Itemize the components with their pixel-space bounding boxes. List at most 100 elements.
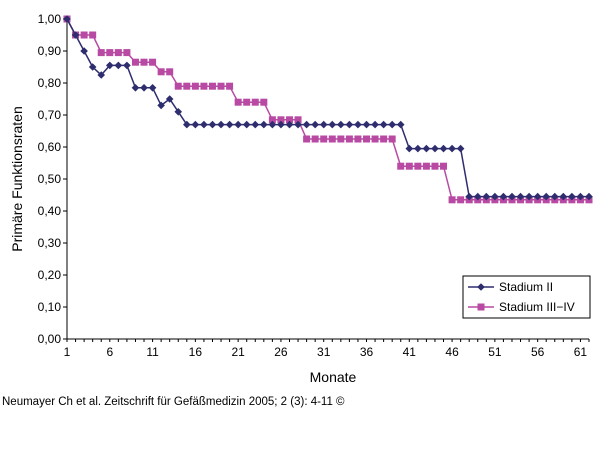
data-point — [105, 61, 114, 70]
legend-label-stadium-iii-iv: Stadium III−IV — [499, 300, 575, 314]
data-point — [106, 49, 114, 57]
x-tick-label: 6 — [106, 345, 113, 359]
data-point — [157, 68, 165, 76]
data-point — [89, 31, 97, 39]
data-point — [285, 116, 293, 124]
data-point — [251, 98, 259, 106]
data-point — [260, 98, 268, 106]
data-point — [576, 192, 585, 201]
data-point — [414, 162, 422, 170]
y-tick-label: 0,30 — [38, 236, 62, 250]
data-point — [260, 120, 268, 129]
data-point — [226, 82, 234, 90]
x-tick-label: 1 — [64, 345, 71, 359]
data-point — [533, 192, 542, 201]
data-point — [88, 63, 97, 71]
data-point — [294, 120, 302, 129]
data-point — [328, 120, 337, 129]
data-point — [448, 196, 456, 204]
data-point — [63, 15, 71, 23]
data-point — [80, 47, 88, 55]
series-line — [66, 18, 589, 201]
data-point — [157, 101, 165, 110]
x-tick-label: 11 — [146, 345, 159, 359]
data-point — [303, 135, 311, 143]
x-tick-label: 51 — [488, 345, 502, 359]
data-point — [354, 135, 362, 143]
x-tick-label: 41 — [403, 345, 417, 359]
data-point — [97, 49, 105, 57]
data-point — [405, 162, 413, 170]
data-point — [337, 135, 345, 143]
data-point — [542, 192, 551, 201]
data-point — [294, 116, 302, 124]
legend-marker-stadium-iii-iv — [477, 303, 485, 311]
x-tick-label: 36 — [360, 345, 374, 359]
y-tick-label: 0,50 — [38, 172, 62, 186]
data-point — [482, 192, 491, 201]
x-tick-label: 26 — [274, 345, 288, 359]
data-point — [345, 135, 353, 143]
data-point — [149, 58, 157, 66]
data-point — [200, 82, 208, 90]
data-point — [208, 82, 216, 90]
data-point — [302, 120, 311, 129]
data-point — [379, 120, 388, 129]
data-point — [388, 120, 396, 129]
x-tick-label: 56 — [531, 345, 545, 359]
data-point — [345, 120, 354, 129]
data-point — [516, 192, 525, 201]
data-point — [71, 31, 80, 39]
data-point — [234, 98, 242, 106]
data-point — [585, 192, 593, 201]
data-point — [242, 120, 251, 129]
data-point — [123, 61, 131, 70]
data-point — [217, 120, 225, 129]
data-point — [123, 49, 131, 57]
source-caption: Neumayer Ch et al. Zeitschrift für Gefäß… — [2, 396, 345, 408]
y-tick-label: 0,20 — [38, 268, 62, 282]
data-point — [183, 82, 191, 90]
series-stadium-iii-iv — [63, 15, 593, 204]
x-tick-label: 21 — [231, 345, 245, 359]
x-axis-title: Monate — [310, 369, 357, 385]
data-point — [114, 61, 123, 70]
data-point — [311, 135, 319, 143]
data-point — [328, 135, 336, 143]
data-point — [371, 135, 379, 143]
data-point — [363, 135, 371, 143]
data-point — [448, 144, 456, 153]
data-point — [183, 120, 191, 129]
y-tick-label: 0,90 — [38, 44, 62, 58]
data-point — [311, 120, 319, 129]
data-point — [440, 162, 448, 170]
data-point — [550, 192, 559, 201]
data-point — [131, 84, 140, 92]
data-point — [319, 120, 328, 129]
data-point — [166, 68, 174, 76]
data-point — [491, 192, 499, 201]
x-tick-label: 61 — [574, 345, 588, 359]
data-point — [422, 162, 430, 170]
legend-marker-stadium-ii — [477, 283, 485, 291]
y-tick-label: 0,60 — [38, 140, 62, 154]
data-point — [508, 192, 516, 201]
data-point — [165, 95, 174, 103]
x-tick-label: 31 — [317, 345, 331, 359]
x-tick-label: 16 — [189, 345, 203, 359]
x-tick-label: 46 — [445, 345, 459, 359]
data-point — [362, 120, 371, 129]
data-point — [114, 49, 122, 57]
data-point — [371, 120, 379, 129]
data-point — [208, 120, 217, 129]
y-tick-label: 0,10 — [38, 300, 62, 314]
data-point — [396, 120, 405, 129]
data-point — [414, 144, 422, 153]
data-point — [131, 58, 139, 66]
data-point — [388, 135, 396, 143]
data-point — [431, 162, 439, 170]
data-point — [525, 192, 533, 201]
data-point — [277, 116, 285, 124]
data-point — [225, 120, 234, 129]
